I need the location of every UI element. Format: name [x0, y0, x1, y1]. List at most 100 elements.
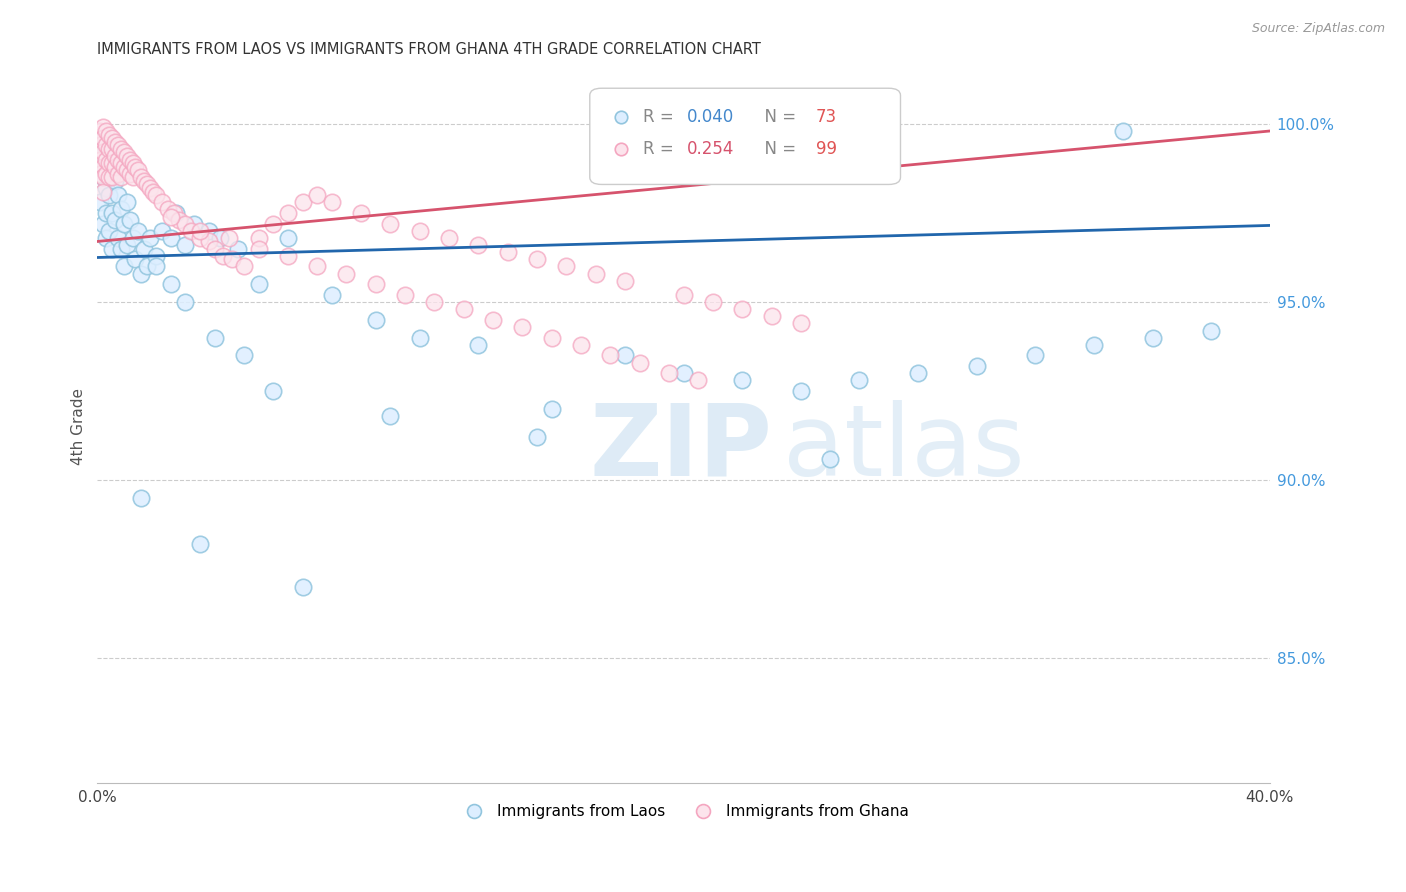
Point — [848, 373, 870, 387]
Point — [145, 188, 167, 202]
Point — [104, 174, 127, 188]
Point — [94, 124, 117, 138]
Point — [1142, 331, 1164, 345]
Point — [291, 580, 314, 594]
Point — [98, 188, 121, 202]
Point — [291, 195, 314, 210]
Point — [98, 156, 121, 170]
Point — [127, 163, 149, 178]
Point — [232, 349, 254, 363]
Point — [94, 206, 117, 220]
Point — [136, 260, 159, 274]
Point — [467, 238, 489, 252]
Point — [423, 295, 446, 310]
Point — [159, 231, 181, 245]
Point — [121, 156, 143, 170]
Point — [364, 313, 387, 327]
Point — [613, 274, 636, 288]
Point — [131, 267, 153, 281]
Point — [350, 206, 373, 220]
Point — [134, 242, 156, 256]
Point — [112, 145, 135, 160]
Text: N =: N = — [754, 140, 801, 158]
Point — [89, 124, 111, 138]
Point — [91, 131, 114, 145]
Point — [139, 231, 162, 245]
Point — [104, 135, 127, 149]
Point — [409, 224, 432, 238]
Point — [218, 231, 240, 245]
Point — [118, 213, 141, 227]
Point — [145, 260, 167, 274]
Y-axis label: 4th Grade: 4th Grade — [72, 388, 86, 466]
Point — [89, 160, 111, 174]
Point — [159, 210, 181, 224]
Point — [966, 359, 988, 373]
Point — [204, 331, 226, 345]
Point — [131, 491, 153, 505]
Point — [262, 217, 284, 231]
Point — [115, 163, 138, 178]
Text: IMMIGRANTS FROM LAOS VS IMMIGRANTS FROM GHANA 4TH GRADE CORRELATION CHART: IMMIGRANTS FROM LAOS VS IMMIGRANTS FROM … — [97, 42, 761, 57]
Point — [907, 366, 929, 380]
Point — [247, 231, 270, 245]
Point — [262, 384, 284, 398]
Point — [94, 142, 117, 156]
Point — [94, 231, 117, 245]
Point — [247, 242, 270, 256]
Point — [380, 409, 402, 423]
Text: R =: R = — [643, 140, 679, 158]
Text: atlas: atlas — [783, 400, 1025, 497]
Point — [89, 167, 111, 181]
Point — [107, 167, 129, 181]
Point — [335, 267, 357, 281]
Point — [180, 224, 202, 238]
Point — [307, 188, 329, 202]
Point — [91, 145, 114, 160]
Point — [672, 366, 695, 380]
Point — [197, 235, 219, 249]
Point — [91, 217, 114, 231]
Point — [790, 317, 813, 331]
Point — [91, 170, 114, 185]
Point — [818, 451, 841, 466]
Point — [101, 160, 124, 174]
Point — [136, 178, 159, 192]
Point — [496, 245, 519, 260]
Point — [232, 260, 254, 274]
Point — [1024, 349, 1046, 363]
Point — [98, 224, 121, 238]
Point — [599, 349, 621, 363]
Point — [124, 252, 146, 267]
Text: Source: ZipAtlas.com: Source: ZipAtlas.com — [1251, 22, 1385, 36]
Point — [156, 202, 179, 217]
Point — [188, 224, 211, 238]
Point — [127, 224, 149, 238]
Point — [555, 260, 578, 274]
Point — [166, 206, 188, 220]
Point — [482, 313, 505, 327]
Point — [174, 217, 197, 231]
Legend: Immigrants from Laos, Immigrants from Ghana: Immigrants from Laos, Immigrants from Gh… — [453, 798, 915, 825]
Point — [277, 206, 299, 220]
Point — [91, 160, 114, 174]
Point — [101, 170, 124, 185]
Point — [107, 153, 129, 167]
Point — [221, 252, 243, 267]
Point — [761, 310, 783, 324]
Point — [183, 217, 205, 231]
Point — [540, 401, 562, 416]
Point — [101, 156, 124, 170]
Point — [104, 213, 127, 227]
Point — [110, 142, 132, 156]
Point — [104, 160, 127, 174]
Text: 99: 99 — [815, 140, 837, 158]
Point — [94, 153, 117, 167]
Point — [98, 170, 121, 185]
Point — [790, 384, 813, 398]
Point — [91, 120, 114, 135]
Text: ZIP: ZIP — [589, 400, 773, 497]
Point — [526, 252, 548, 267]
Point — [321, 195, 343, 210]
Point — [188, 231, 211, 245]
